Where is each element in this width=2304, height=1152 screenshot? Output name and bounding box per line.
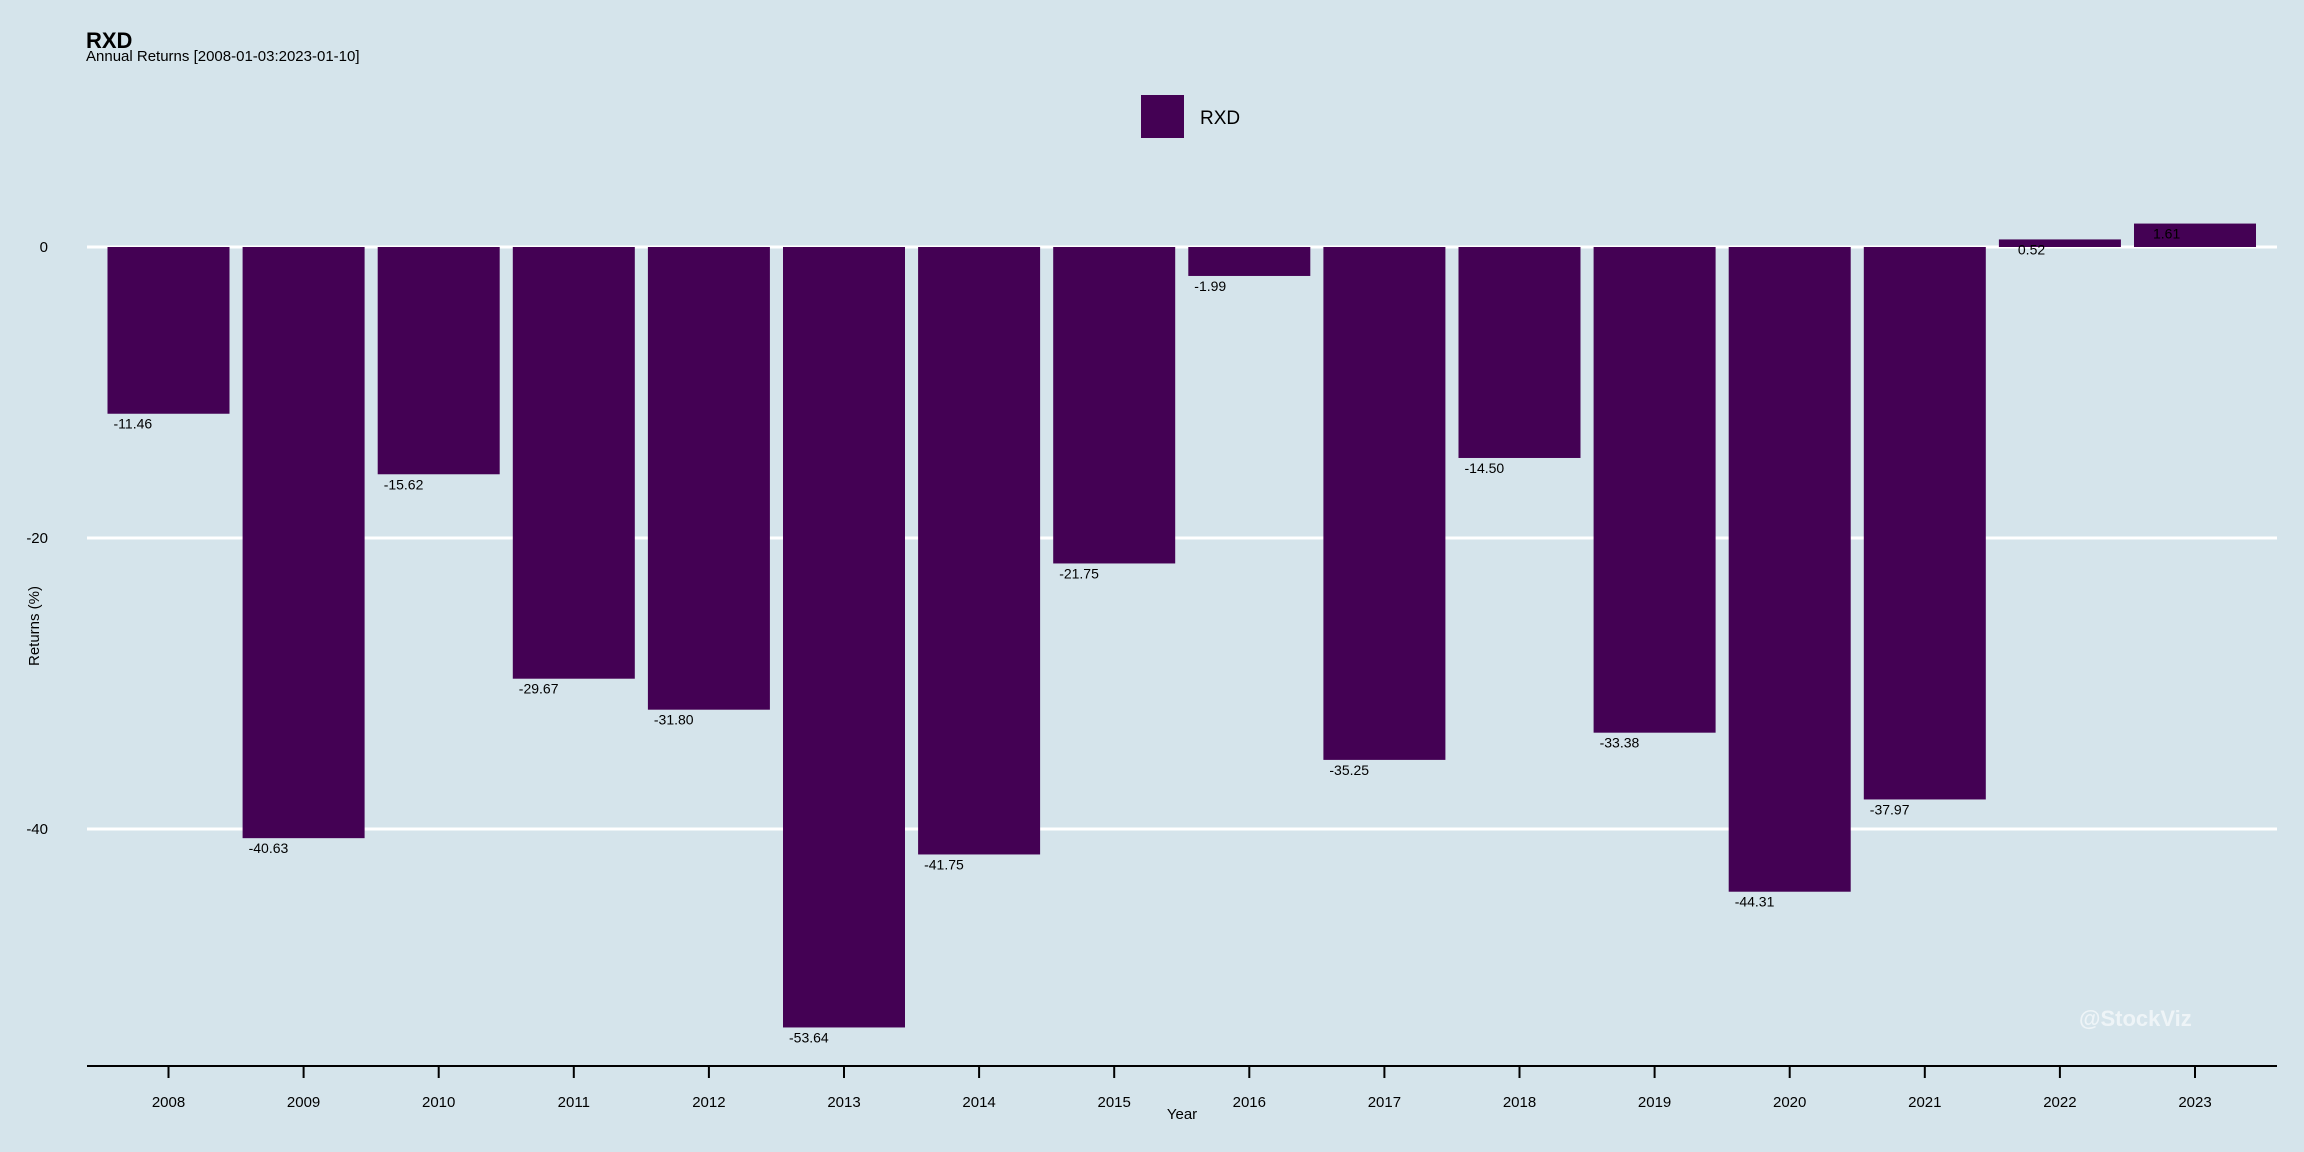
data-label-2012: -31.80 (654, 712, 694, 728)
data-label-2020: -44.31 (1735, 894, 1775, 910)
data-label-2021: -37.97 (1870, 801, 1910, 817)
bar-2019 (1593, 247, 1716, 733)
x-tick-label: 2009 (287, 1094, 320, 1111)
x-tick-label: 2023 (2178, 1094, 2211, 1111)
bar-2014 (918, 247, 1041, 855)
x-tick-label: 2017 (1368, 1094, 1401, 1111)
x-tick-label: 2014 (962, 1094, 995, 1111)
x-tick-label: 2021 (1908, 1094, 1941, 1111)
data-label-2018: -14.50 (1465, 460, 1505, 476)
x-tick-label: 2010 (422, 1094, 455, 1111)
chart-title: RXD (86, 28, 133, 53)
bar-2016 (1188, 247, 1311, 276)
bar-2018 (1458, 247, 1581, 458)
data-label-2013: -53.64 (789, 1029, 829, 1045)
data-label-2014: -41.75 (924, 856, 964, 872)
bar-2021 (1863, 247, 1986, 800)
x-tick-label: 2019 (1638, 1094, 1671, 1111)
y-tick-label: -40 (26, 821, 48, 838)
x-tick-label: 2012 (692, 1094, 725, 1111)
bar-2015 (1053, 247, 1176, 564)
bar-2020 (1728, 247, 1851, 892)
data-label-2009: -40.63 (249, 840, 289, 856)
data-label-2015: -21.75 (1059, 565, 1099, 581)
bar-2010 (377, 247, 500, 475)
x-tick-label: 2015 (1098, 1094, 1131, 1111)
x-tick-label: 2011 (558, 1094, 590, 1111)
x-tick-label: 2022 (2043, 1094, 2076, 1111)
y-axis-title: Returns (%) (26, 586, 43, 666)
x-axis: 2008 2009 2010 2011 2012 2013 2014 2015 2016 2017… (87, 1065, 2277, 1111)
chart-subtitle: Annual Returns [2008-01-03:2023-01-10] (86, 48, 360, 65)
bar-2023 (2134, 223, 2256, 247)
data-labels: -11.46 -40.63 -15.62 -29.67 -31.80 -53.64 -41.… (114, 226, 2181, 1046)
legend-label: RXD (1200, 108, 1240, 129)
bar-2011 (512, 247, 635, 679)
bar-2013 (783, 247, 905, 1028)
data-label-2017: -35.25 (1329, 762, 1369, 778)
x-tick-label: 2020 (1773, 1094, 1806, 1111)
x-tick-label: 2008 (152, 1094, 185, 1111)
bar-2022 (1998, 239, 2121, 247)
data-label-2019: -33.38 (1600, 735, 1640, 751)
data-label-2008: -11.46 (114, 416, 153, 432)
x-axis-title: Year (1167, 1106, 1197, 1123)
y-tick-label: 0 (40, 239, 48, 256)
legend-swatch (1141, 95, 1184, 138)
x-tick-label: 2013 (827, 1094, 860, 1111)
bar-2009 (242, 247, 365, 839)
bar-2008 (107, 247, 230, 414)
bar-2012 (647, 247, 770, 710)
y-tick-labels: 0 -20 -40 (26, 239, 48, 838)
bar-2017 (1323, 247, 1446, 760)
legend: RXD (1141, 95, 1240, 138)
x-tick-label: 2018 (1503, 1094, 1536, 1111)
watermark: @StockViz (2079, 1006, 2192, 1031)
y-tick-label: -20 (26, 530, 48, 547)
data-label-2016: -1.99 (1194, 278, 1226, 294)
data-label-2010: -15.62 (384, 476, 424, 492)
data-label-2022: 0.52 (2018, 241, 2045, 257)
x-tick-label: 2016 (1233, 1094, 1266, 1111)
data-label-2023: 1.61 (2153, 226, 2180, 242)
bars (107, 223, 2256, 1028)
data-label-2011: -29.67 (519, 681, 559, 697)
